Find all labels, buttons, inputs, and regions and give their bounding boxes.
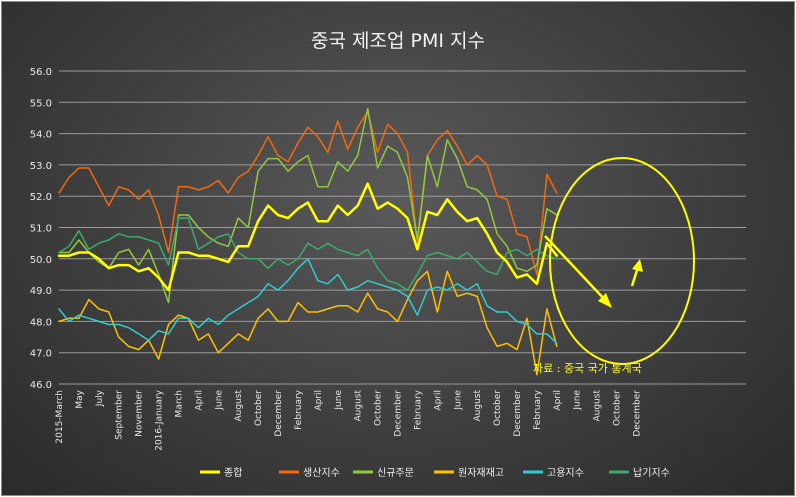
y-tick-label: 51.0 — [30, 224, 52, 235]
x-tick-label: September — [115, 390, 125, 440]
y-tick-label: 55.0 — [30, 98, 52, 109]
series-line — [58, 258, 558, 345]
x-tick-label: April — [553, 390, 563, 411]
x-tick-label: October — [493, 390, 503, 426]
y-tick-label: 49.0 — [30, 286, 52, 297]
legend-label: 납기지수 — [633, 467, 670, 479]
x-tick-label: October — [254, 390, 264, 426]
y-tick-label: 48.0 — [30, 317, 52, 328]
x-tick-label: April — [314, 390, 324, 411]
x-axis-ticks: 2015-March May July September November 2016-J… — [55, 389, 642, 450]
x-tick-label: October — [613, 390, 623, 426]
x-tick-label: 2015-March — [55, 390, 65, 444]
x-tick-label: 2016-January — [155, 389, 165, 450]
x-tick-label: February — [533, 389, 543, 430]
legend-label: 신규주문 — [377, 467, 414, 479]
x-tick-label: November — [135, 390, 145, 437]
y-tick-label: 52.0 — [30, 192, 52, 203]
series-line — [58, 270, 558, 376]
y-tick-label: 47.0 — [30, 349, 52, 360]
y-tick-label: 54.0 — [30, 130, 52, 141]
x-tick-label: May — [75, 389, 85, 408]
legend-label: 종합 — [224, 467, 242, 479]
legend-label: 생산지수 — [303, 467, 340, 479]
x-tick-label: February — [413, 389, 423, 430]
x-tick-label: June — [573, 390, 583, 411]
x-tick-label: December — [274, 390, 284, 437]
x-tick-label: December — [632, 390, 642, 437]
source-annotation: 자료 : 중국 국가 통계국 — [533, 362, 642, 375]
y-tick-label: 53.0 — [30, 161, 52, 172]
x-tick-label: August — [473, 390, 483, 422]
x-tick-label: June — [214, 390, 224, 411]
y-tick-label: 50.0 — [30, 255, 52, 266]
chart-title: 중국 제조업 PMI 지수 — [311, 30, 485, 52]
x-tick-label: March — [174, 390, 184, 417]
down-arrow-line — [544, 235, 608, 303]
series-line — [57, 182, 559, 292]
x-tick-label: August — [234, 390, 244, 422]
y-axis-ticks: 56.0 55.0 54.0 53.0 52.0 51.0 50.0 49.0 48.0 47.0… — [30, 67, 52, 391]
x-tick-label: April — [433, 390, 443, 411]
x-tick-label: June — [453, 390, 463, 411]
legend-label: 고용지수 — [547, 467, 584, 479]
x-tick-label: July — [95, 389, 105, 407]
series-line — [58, 107, 558, 304]
x-tick-label: February — [294, 389, 304, 430]
series-line — [58, 217, 558, 291]
up-arrow-head — [632, 259, 643, 272]
down-arrow-head — [598, 293, 612, 308]
highlight-ellipse — [549, 157, 695, 365]
series-lines — [57, 107, 559, 376]
x-tick-label: June — [334, 390, 344, 411]
legend-label: 원자재재고 — [458, 467, 504, 479]
highlight-overlay: 자료 : 중국 국가 통계국 — [533, 157, 695, 375]
x-tick-label: December — [513, 390, 523, 437]
x-tick-label: August — [593, 390, 603, 422]
x-tick-label: August — [354, 390, 364, 422]
series-line — [58, 110, 558, 276]
x-tick-label: April — [194, 390, 204, 411]
y-tick-label: 46.0 — [30, 380, 52, 391]
y-tick-label: 56.0 — [30, 67, 52, 78]
x-tick-label: October — [374, 390, 384, 426]
legend: 종합 생산지수 신규주문 원자재재고 고용지수 납기지수 — [200, 467, 670, 479]
x-tick-label: December — [394, 390, 404, 437]
